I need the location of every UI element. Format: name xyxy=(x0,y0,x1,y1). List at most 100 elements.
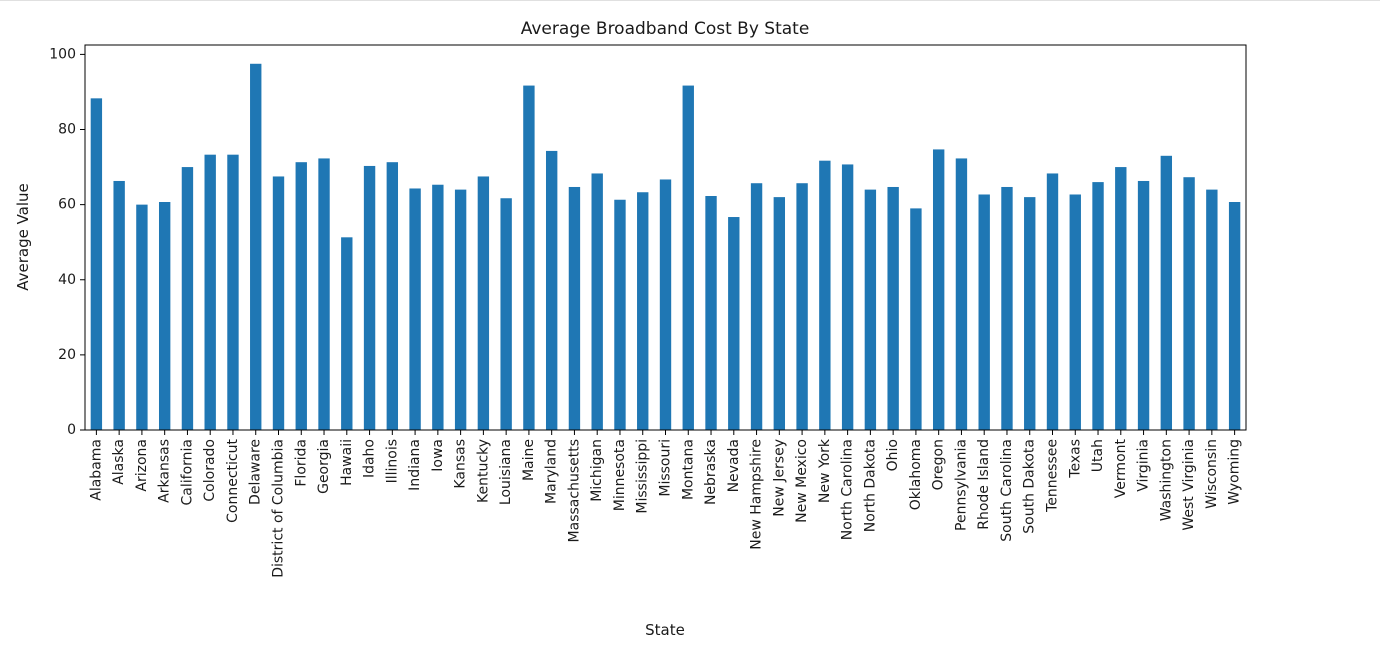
x-tick-label: Louisiana xyxy=(498,439,514,505)
x-tick-label: Nevada xyxy=(726,439,742,492)
x-tick-label: New Mexico xyxy=(794,439,810,523)
x-axis-label: State xyxy=(645,621,685,639)
x-tick-label: South Dakota xyxy=(1022,439,1038,534)
x-tick-label: Alaska xyxy=(111,439,127,485)
x-tick-label: Texas xyxy=(1067,439,1083,479)
bar-pennsylvania xyxy=(955,158,968,430)
bar-missouri xyxy=(659,179,672,430)
x-tick-label: North Carolina xyxy=(840,439,856,540)
bar-idaho xyxy=(363,165,376,430)
bar-new-jersey xyxy=(773,197,786,430)
x-axis-ticks: Alabama Alaska Arizona Arkansas California Co… xyxy=(88,430,1243,578)
x-tick-label: Kentucky xyxy=(475,439,491,503)
bar-nevada xyxy=(728,217,740,430)
x-tick-label: Maine xyxy=(521,439,537,481)
bar-south-carolina xyxy=(1001,186,1013,430)
x-tick-label: Oklahoma xyxy=(908,439,924,510)
x-tick-label: Minnesota xyxy=(612,439,628,511)
chart-title: Average Broadband Cost By State xyxy=(521,19,810,39)
x-tick-label: Wisconsin xyxy=(1204,439,1220,509)
x-tick-label: Hawaii xyxy=(339,439,355,486)
x-tick-label: Pennsylvania xyxy=(953,439,969,531)
x-tick-label: Oregon xyxy=(931,439,947,490)
x-tick-label: California xyxy=(179,439,195,505)
bar-south-dakota xyxy=(1024,197,1036,430)
x-tick-label: Michigan xyxy=(589,439,605,502)
bar-oregon xyxy=(932,149,945,431)
bar-utah xyxy=(1092,182,1104,430)
bar-minnesota xyxy=(614,199,626,430)
bar-north-carolina xyxy=(841,164,854,430)
y-axis-ticks: 0 20 40 60 80 100 xyxy=(49,46,85,438)
x-tick-label: Virginia xyxy=(1136,439,1152,492)
bar-illinois xyxy=(386,162,399,430)
bar-georgia xyxy=(318,158,330,430)
bar-new-mexico xyxy=(796,183,808,430)
bar-massachusetts xyxy=(568,186,581,430)
plot-frame xyxy=(84,44,1247,431)
bar-colorado xyxy=(204,154,216,430)
bar-west-virginia xyxy=(1183,177,1195,430)
x-tick-label: Rhode Island xyxy=(976,439,992,530)
bar-rhode-island xyxy=(978,194,990,430)
y-tick-label: 80 xyxy=(58,122,76,138)
bar-mississippi xyxy=(637,192,649,430)
x-tick-label: Georgia xyxy=(316,439,332,494)
x-tick-label: Massachusetts xyxy=(566,439,582,542)
bar-kentucky xyxy=(477,176,490,430)
bar-alabama xyxy=(90,98,103,430)
x-tick-label: Mississippi xyxy=(635,439,651,514)
x-tick-label: Kansas xyxy=(453,439,469,489)
bar-vermont xyxy=(1115,167,1127,430)
x-tick-label: Utah xyxy=(1090,439,1106,472)
y-tick-label: 40 xyxy=(58,272,76,288)
bar-louisiana xyxy=(500,198,512,430)
bar-washington xyxy=(1160,155,1173,431)
x-tick-label: Iowa xyxy=(430,439,446,472)
x-tick-label: Florida xyxy=(293,439,309,487)
x-tick-label: Alabama xyxy=(88,439,104,501)
x-tick-label: Arizona xyxy=(134,439,150,492)
x-tick-label: Connecticut xyxy=(225,438,241,522)
x-tick-label: Illinois xyxy=(384,439,400,483)
bar-maryland xyxy=(545,150,558,431)
bar-arkansas xyxy=(158,202,171,430)
bar-montana xyxy=(682,85,694,430)
x-tick-label: Ohio xyxy=(885,439,901,471)
bar-alaska xyxy=(113,180,125,430)
x-tick-label: Colorado xyxy=(202,439,218,502)
x-tick-label: Indiana xyxy=(407,439,423,491)
x-tick-label: New Hampshire xyxy=(749,439,765,550)
x-tick-label: New Jersey xyxy=(771,439,787,517)
y-tick-label: 0 xyxy=(67,422,76,438)
bar-texas xyxy=(1069,194,1081,430)
bar-delaware xyxy=(250,63,262,430)
bar-new-york xyxy=(819,160,831,430)
bar-kansas xyxy=(454,189,467,430)
y-tick-label: 100 xyxy=(49,46,76,62)
x-tick-label: Montana xyxy=(680,439,696,500)
bar-north-dakota xyxy=(864,189,877,430)
top-divider xyxy=(0,0,1380,1)
bar-wyoming xyxy=(1228,202,1241,430)
x-tick-label: Wyoming xyxy=(1227,439,1243,505)
x-tick-label: Missouri xyxy=(658,439,674,497)
x-tick-label: Maryland xyxy=(544,439,560,504)
bar-iowa xyxy=(432,184,444,430)
bar-hawaii xyxy=(341,237,353,430)
y-axis-label: Average Value xyxy=(14,183,32,291)
x-tick-label: Arkansas xyxy=(157,439,173,503)
bar-california xyxy=(181,167,194,430)
bar-indiana xyxy=(409,188,421,430)
bar-new-hampshire xyxy=(750,183,763,430)
bar-ohio xyxy=(887,186,899,430)
bar-district-of-columbia xyxy=(272,176,285,430)
bar-florida xyxy=(295,162,307,430)
bar-tennessee xyxy=(1046,173,1059,430)
x-tick-label: District of Columbia xyxy=(271,439,287,578)
y-tick-label: 20 xyxy=(58,347,76,363)
x-tick-label: Washington xyxy=(1158,439,1174,521)
y-tick-label: 60 xyxy=(58,197,76,213)
bar-nebraska xyxy=(705,196,717,430)
x-tick-label: Vermont xyxy=(1113,438,1129,498)
